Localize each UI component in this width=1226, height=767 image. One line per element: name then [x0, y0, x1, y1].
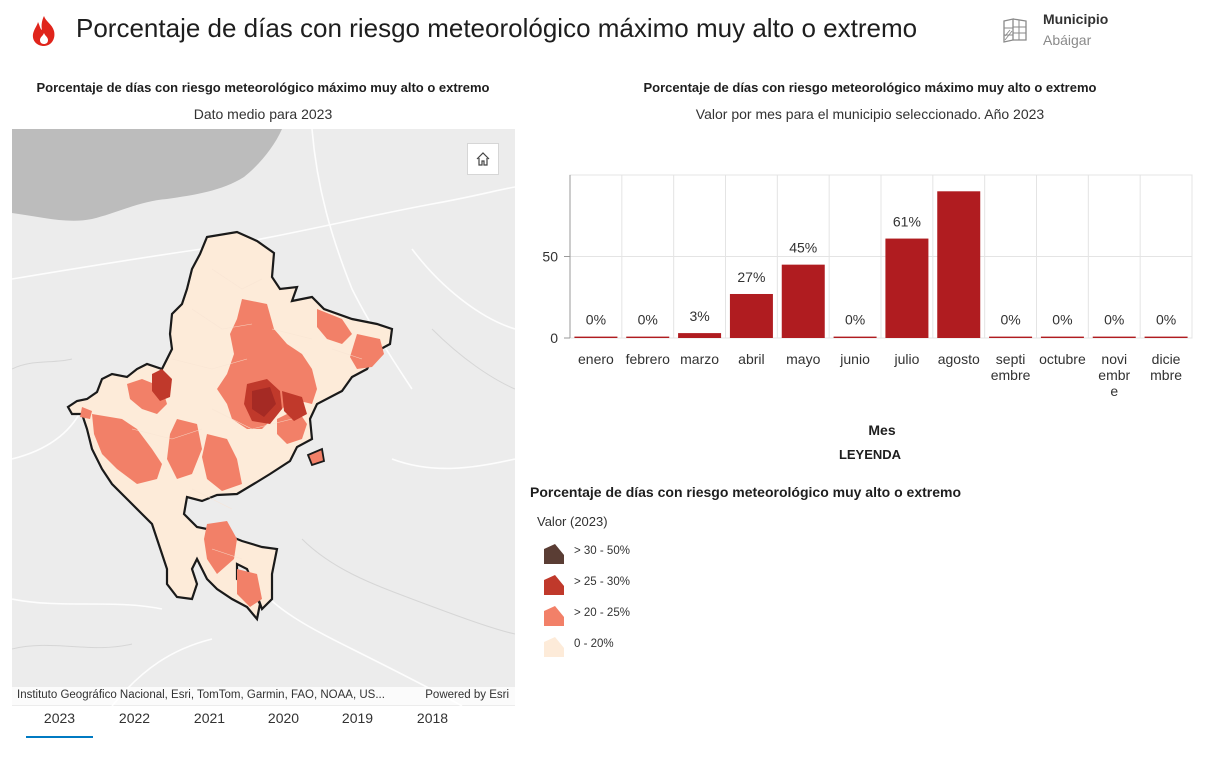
legend-label: > 20 - 25% — [574, 607, 630, 619]
bar-mayo[interactable] — [781, 264, 825, 338]
bar-marzo[interactable] — [678, 333, 722, 338]
x-tick-label: e — [1110, 383, 1118, 399]
data-label: 0% — [845, 312, 865, 328]
map-subtitle: Dato medio para 2023 — [193, 106, 333, 122]
x-tick-label: abril — [738, 351, 764, 367]
x-tick-label: mbre — [1150, 367, 1182, 383]
powered-by-esri-link[interactable]: Powered by Esri — [425, 689, 509, 701]
legend-label: 0 - 20% — [574, 638, 614, 650]
y-tick-label: 0 — [550, 330, 558, 346]
data-label: 0% — [638, 312, 658, 328]
x-tick-label: agosto — [938, 351, 980, 367]
x-axis-title: Mes — [868, 422, 895, 438]
legend-label: > 30 - 50% — [574, 545, 630, 557]
legend-swatch — [544, 544, 564, 564]
bar-agosto[interactable] — [937, 191, 981, 338]
data-label: 3% — [689, 308, 709, 324]
tab-2021[interactable]: 2021 — [193, 710, 226, 726]
bar-junio[interactable] — [833, 336, 877, 338]
x-tick-label: junio — [839, 351, 870, 367]
x-tick-label: mayo — [786, 351, 820, 367]
legend-header: LEYENDA — [838, 447, 902, 462]
map-attribution: Instituto Geográfico Nacional, Esri, Tom… — [12, 687, 515, 705]
x-tick-label: enero — [578, 351, 614, 367]
x-tick-label: septi — [996, 351, 1026, 367]
chart-subtitle: Valor por mes para el municipio seleccio… — [695, 106, 1045, 122]
bar-octubre[interactable] — [1040, 336, 1084, 338]
bar-abril[interactable] — [729, 293, 773, 338]
legend-swatch — [544, 637, 564, 657]
bar-febrero[interactable] — [626, 336, 670, 338]
tab-2019[interactable]: 2019 — [341, 710, 374, 726]
data-label: 27% — [737, 269, 765, 285]
region-navarra[interactable] — [66, 230, 394, 622]
chart-title: Porcentaje de días con riesgo meteorológ… — [643, 80, 1097, 95]
legend-field: Valor (2023) — [537, 514, 608, 529]
bar-diciembre[interactable] — [1144, 336, 1188, 338]
legend-title: Porcentaje de días con riesgo meteorológ… — [530, 484, 961, 500]
attribution-text[interactable]: Instituto Geográfico Nacional, Esri, Tom… — [17, 689, 385, 701]
x-tick-label: marzo — [680, 351, 719, 367]
map-title: Porcentaje de días con riesgo meteorológ… — [36, 80, 490, 95]
legend-swatch — [544, 575, 564, 595]
data-label: 45% — [789, 240, 817, 256]
bar-septiembre[interactable] — [989, 336, 1033, 338]
map-grid-icon — [1003, 18, 1027, 43]
basemap — [12, 129, 515, 706]
data-label: 0% — [1052, 312, 1072, 328]
municipio-selector[interactable]: Abáigar — [1043, 32, 1092, 48]
bar-julio[interactable] — [885, 238, 929, 338]
app-header: Porcentaje de días con riesgo meteorológ… — [0, 0, 1226, 62]
data-label: 0% — [1104, 312, 1124, 328]
data-label: 0% — [1156, 312, 1176, 328]
data-label: 61% — [893, 214, 921, 230]
x-tick-label: octubre — [1039, 351, 1086, 367]
y-tick-label: 50 — [542, 249, 558, 265]
tab-2023[interactable]: 2023 — [26, 708, 93, 738]
map-view[interactable] — [12, 129, 515, 706]
data-label: 0% — [586, 312, 606, 328]
x-tick-label: febrero — [626, 351, 671, 367]
legend-label: > 25 - 30% — [574, 576, 630, 588]
legend-swatch — [544, 606, 564, 626]
x-tick-label: novi — [1101, 351, 1127, 367]
flame-icon — [32, 16, 55, 46]
tab-2022[interactable]: 2022 — [118, 710, 151, 726]
municipio-label: Municipio — [1043, 11, 1109, 27]
x-tick-label: julio — [893, 351, 919, 367]
x-tick-label: embre — [991, 367, 1031, 383]
page-title: Porcentaje de días con riesgo meteorológ… — [76, 13, 918, 43]
home-button[interactable] — [467, 143, 499, 175]
x-tick-label: dicie — [1152, 351, 1181, 367]
monthly-bar-chart: 0% 0% 3% 27% 45% 0% 61% 0% 0% 0% 0% 0 50 enero febrer… — [542, 174, 1193, 438]
home-icon — [476, 152, 490, 166]
tab-2018[interactable]: 2018 — [416, 710, 449, 726]
bar-enero[interactable] — [574, 336, 618, 338]
tab-2020[interactable]: 2020 — [267, 710, 300, 726]
x-tick-label: embr — [1098, 367, 1130, 383]
bar-noviembre[interactable] — [1092, 336, 1136, 338]
data-label: 0% — [1000, 312, 1020, 328]
